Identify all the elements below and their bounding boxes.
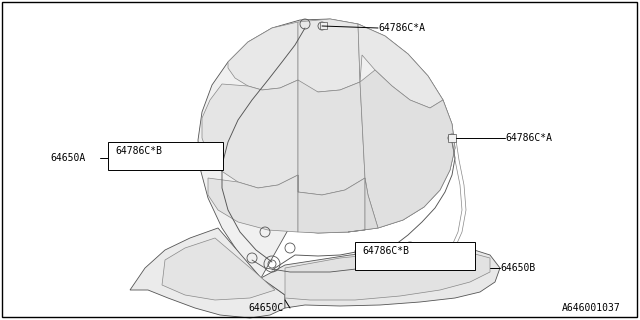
Polygon shape <box>298 80 365 195</box>
Polygon shape <box>360 70 455 228</box>
Polygon shape <box>162 238 275 300</box>
Polygon shape <box>208 175 298 232</box>
Text: 64650B: 64650B <box>500 263 535 273</box>
Text: 64786C*A: 64786C*A <box>505 133 552 143</box>
Polygon shape <box>298 175 365 233</box>
Polygon shape <box>202 80 298 188</box>
Bar <box>108 142 223 170</box>
Polygon shape <box>228 22 298 90</box>
Polygon shape <box>298 19 360 92</box>
Polygon shape <box>285 250 490 300</box>
Bar <box>448 134 456 142</box>
Bar <box>355 242 475 270</box>
Text: 64650A: 64650A <box>50 153 85 163</box>
Text: A646001037: A646001037 <box>562 303 621 313</box>
Text: 64786C*B: 64786C*B <box>115 146 162 156</box>
Polygon shape <box>130 228 285 318</box>
Bar <box>320 22 327 29</box>
Polygon shape <box>198 19 455 278</box>
Text: 64786C*B: 64786C*B <box>362 246 409 256</box>
Polygon shape <box>261 248 500 308</box>
Polygon shape <box>358 24 443 108</box>
Text: 64786C*A: 64786C*A <box>378 23 425 33</box>
Text: 64650C: 64650C <box>248 303 284 313</box>
Polygon shape <box>348 178 378 232</box>
